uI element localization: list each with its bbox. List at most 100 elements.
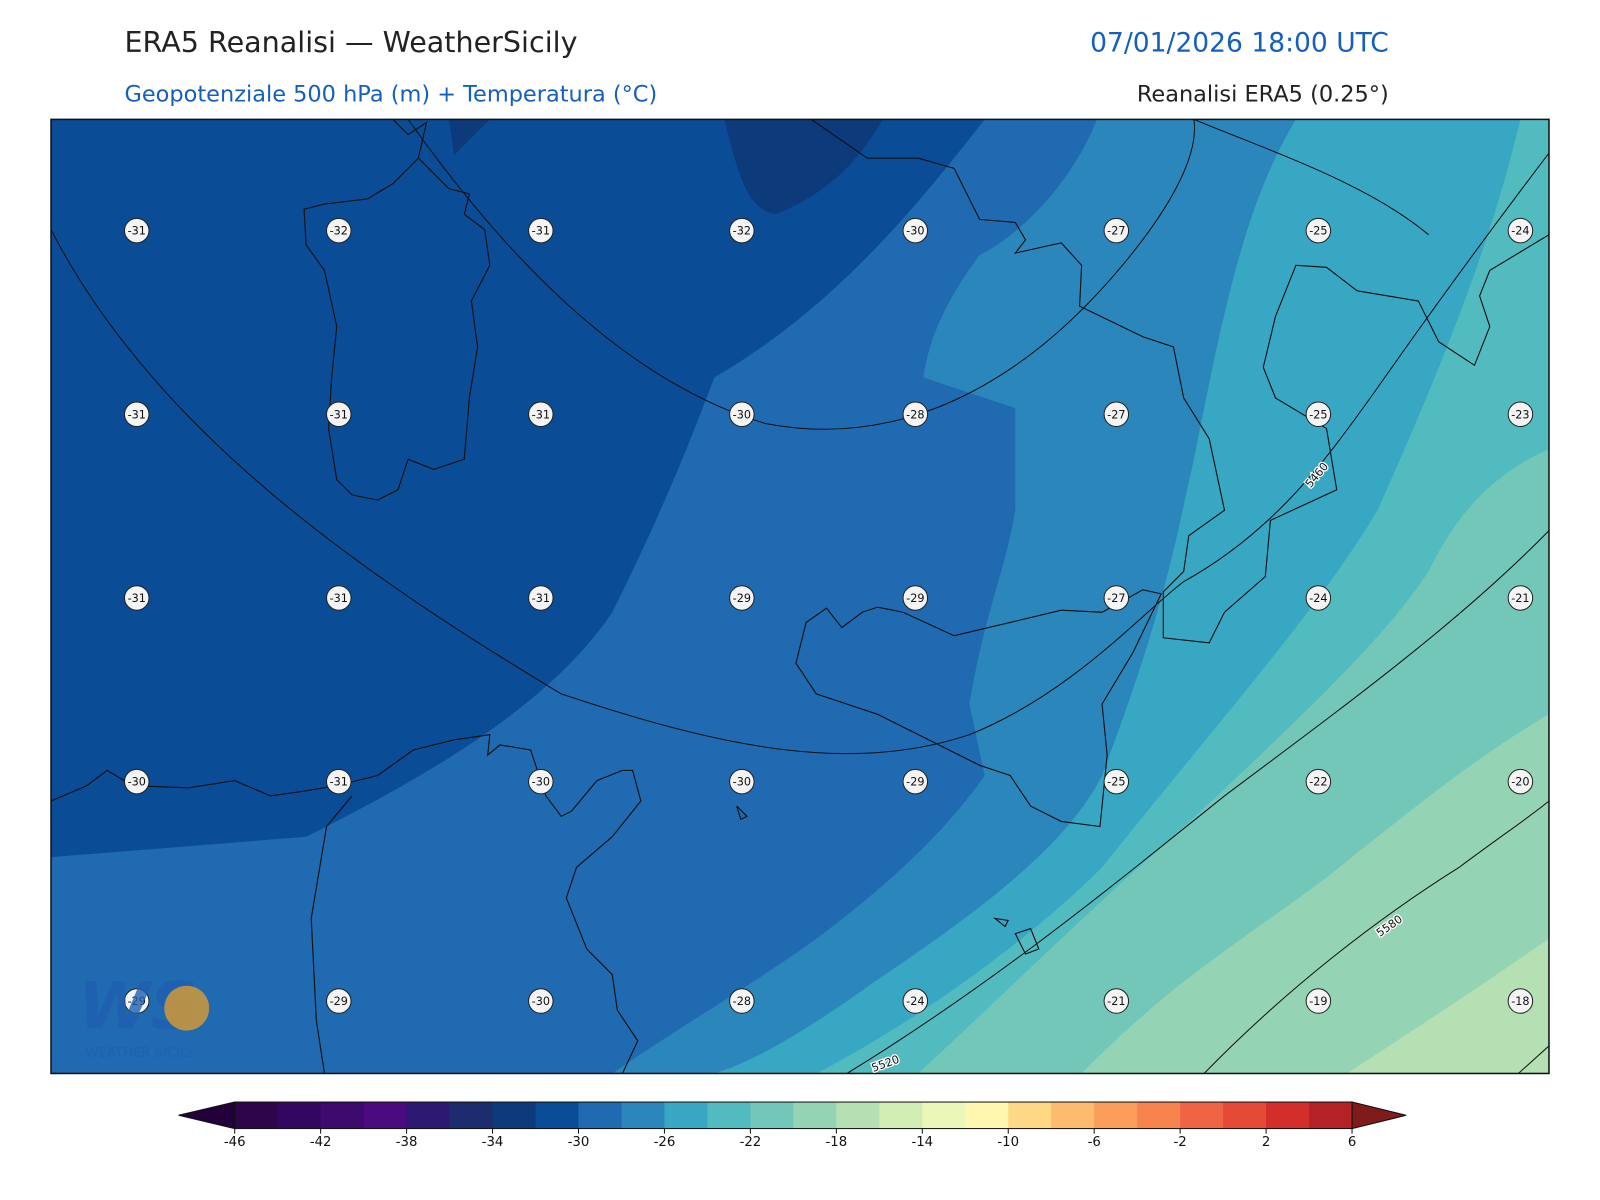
temperature-label: -25 (1309, 408, 1327, 421)
temperature-label: -31 (330, 776, 348, 789)
colorbar-tick-label: -10 (997, 1135, 1019, 1150)
temperature-label: -30 (906, 225, 924, 238)
colorbar-outline (234, 1101, 1353, 1130)
map-frame (50, 118, 1550, 1075)
temperature-label: -20 (1511, 776, 1529, 789)
source: Reanalisi ERA5 (0.25°) (1137, 81, 1389, 107)
temperature-label: -29 (906, 776, 924, 789)
logo-name: WEATHER SICILY (86, 1046, 195, 1061)
label-marker (1103, 585, 1130, 611)
colorbar-bin (578, 1102, 622, 1129)
temperature-label: -19 (1309, 995, 1327, 1008)
colorbar-bin (449, 1102, 494, 1129)
border (310, 795, 353, 1074)
colorbar-tick-label: 2 (1262, 1135, 1270, 1150)
label-marker (326, 585, 352, 611)
label-marker (1507, 768, 1534, 795)
colorbar-tick-label: -22 (740, 1135, 762, 1150)
colorbar-bin (234, 1102, 279, 1129)
north-africa (51, 734, 642, 1074)
temperature-band (448, 119, 883, 215)
contour-line (1203, 800, 1549, 1074)
contour-line (846, 530, 1549, 1074)
coastlines (51, 119, 1549, 1074)
label-marker (1305, 217, 1332, 244)
datetime: 07/01/2026 18:00 UTC (1090, 27, 1389, 58)
temperature-label: -31 (330, 592, 348, 605)
colorbar-bin (1094, 1102, 1138, 1129)
label-marker (729, 768, 755, 795)
temperature-label: -24 (1309, 592, 1327, 605)
colorbar-tick-label: -46 (224, 1135, 246, 1150)
colorbar-bin (320, 1102, 365, 1129)
colorbar-tick-label: -38 (396, 1135, 418, 1150)
title: ERA5 Reanalisi — WeatherSicily (124, 25, 577, 59)
colorbar: -46 -42 -38 -34 -30 -26 -22 -18 -14 -10 -6 -2 2 6 (178, 1101, 1407, 1150)
temperature-label: -28 (733, 995, 751, 1008)
label-marker (1507, 988, 1534, 1014)
temperature-label: -29 (733, 592, 751, 605)
label-marker (123, 768, 150, 795)
temperature-label: -32 (330, 225, 348, 238)
temperature-label: -30 (128, 776, 146, 789)
label-marker (902, 768, 929, 795)
temperature-label: -18 (1511, 995, 1529, 1008)
colorbar-extend (1351, 1101, 1407, 1130)
label-marker (123, 401, 150, 428)
label-marker (326, 217, 352, 244)
colorbar-tick-label: -18 (826, 1135, 848, 1150)
contour-line (1193, 119, 1429, 236)
label-marker (1507, 585, 1534, 611)
temperature-label: -27 (1107, 225, 1125, 238)
label-marker (528, 401, 554, 428)
temperature-label: -23 (1511, 408, 1529, 421)
colorbar-bin (1223, 1102, 1267, 1129)
label-marker (528, 217, 554, 244)
colorbar-bin (363, 1102, 408, 1129)
colorbar-tick-label: -42 (310, 1135, 332, 1150)
label-marker (1103, 988, 1130, 1014)
temperature-label: -31 (128, 408, 146, 421)
colorbar-bin (879, 1102, 923, 1129)
label-marker (902, 217, 929, 244)
colorbar-bin (750, 1102, 794, 1129)
temperature-label: -25 (1309, 225, 1327, 238)
temperature-label: -31 (532, 225, 550, 238)
colorbar-tick-label: -26 (654, 1135, 676, 1150)
colorbar-bin (707, 1102, 751, 1129)
colorbar-bin (535, 1102, 580, 1129)
colorbar-bin (1309, 1102, 1353, 1129)
temperature-label: -31 (128, 592, 146, 605)
logo: WS WEATHER SICILY (78, 968, 210, 1061)
label-marker (729, 585, 755, 611)
temperature-label: -27 (1107, 592, 1125, 605)
label-marker (1507, 217, 1534, 244)
label-marker (1103, 401, 1130, 428)
colorbar-tick-label: -30 (568, 1135, 590, 1150)
label-marker (326, 401, 352, 428)
temperature-field (51, 119, 1549, 1074)
label-marker (1507, 401, 1534, 428)
colorbar-tick-label: -6 (1088, 1135, 1101, 1150)
temperature-band (1346, 938, 1549, 1074)
colorbar-bin (406, 1102, 451, 1129)
colorbar-tick-label: 6 (1348, 1135, 1356, 1150)
label-marker (1305, 585, 1332, 611)
geopotential-contours (51, 119, 1549, 1074)
temperature-label: -24 (1511, 225, 1529, 238)
colorbar-bin (1180, 1102, 1224, 1129)
temperature-label: -28 (906, 408, 924, 421)
temperature-label: -24 (906, 995, 924, 1008)
label-marker (326, 768, 352, 795)
temperature-label: -30 (532, 995, 550, 1008)
label-marker (1103, 217, 1130, 244)
label-marker (1305, 401, 1332, 428)
temperature-label: -30 (532, 776, 550, 789)
colorbar-bin (1008, 1102, 1052, 1129)
temperature-label: -21 (1511, 592, 1529, 605)
temperature-label: -31 (532, 408, 550, 421)
label-marker (902, 401, 929, 428)
temperature-label: -25 (1107, 776, 1125, 789)
sicily (795, 589, 1163, 828)
italy (810, 119, 1549, 644)
